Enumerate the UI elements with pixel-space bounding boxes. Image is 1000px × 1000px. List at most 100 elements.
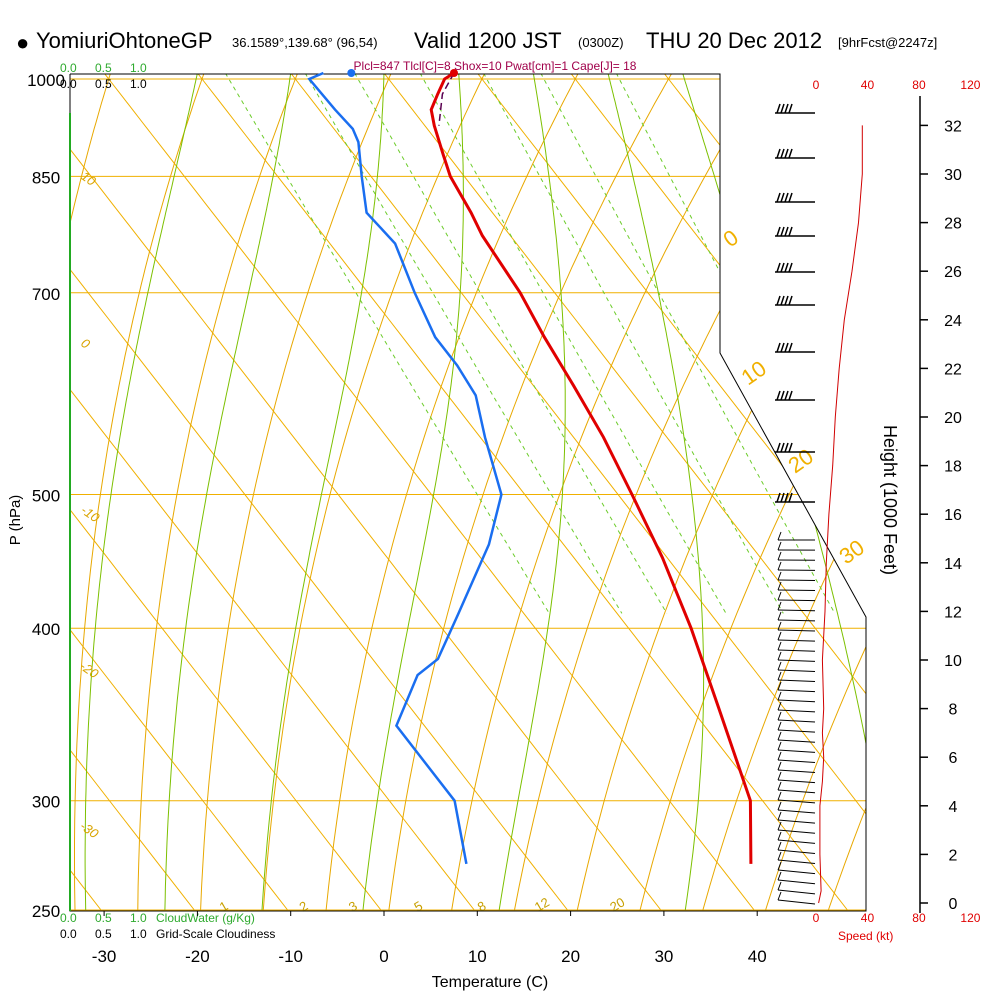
wind-barb-flag	[777, 651, 782, 661]
height-tick-label: 6	[949, 750, 958, 767]
mixing-ratio-line	[224, 74, 550, 614]
wind-barb	[777, 609, 816, 612]
height-tick-label: 26	[944, 264, 962, 281]
speed-panel: 0246810121416182022242628303200404080801…	[813, 78, 981, 925]
wind-barb-flag	[784, 148, 789, 159]
isotherm-line	[290, 74, 866, 911]
dry-adiabat-line	[447, 74, 766, 911]
pressure-tick-label: 500	[32, 486, 60, 505]
wind-barb-flag	[777, 661, 782, 671]
wind-barb-flag	[780, 442, 785, 453]
cloud-water-top-tick-0: 0.0	[60, 61, 77, 75]
wind-barb-flag	[777, 851, 782, 861]
cloudiness-top-tick-1: 0.5	[95, 77, 112, 91]
temperature-tick-label: 40	[748, 947, 767, 966]
wind-barb-flag	[777, 741, 782, 751]
wind-barb-flag	[777, 881, 782, 891]
height-tick-label: 30	[944, 167, 962, 184]
wind-barb-flag	[784, 103, 789, 114]
wind-barb-flag	[777, 691, 782, 701]
wind-barb-flag	[788, 295, 793, 306]
wind-barb-flag	[777, 731, 782, 741]
dry-adiabat-line	[385, 74, 673, 911]
isotherm-line	[756, 74, 866, 911]
wind-barb-flag	[788, 390, 793, 401]
wind-barb-flag	[777, 631, 782, 641]
wind-barb-flag	[788, 492, 793, 503]
height-tick-label: 20	[944, 410, 962, 427]
wind-barb-flag	[788, 342, 793, 353]
wind-barb-flag	[777, 781, 782, 791]
height-tick-label: 10	[944, 653, 962, 670]
wind-barb-flag	[776, 295, 781, 306]
isotherm-line	[103, 74, 755, 911]
wind-barb-flag	[776, 103, 781, 114]
parcel-profile	[438, 72, 455, 126]
wind-barb	[777, 779, 816, 784]
isotherm-line	[70, 74, 195, 911]
wind-barb	[777, 599, 816, 602]
isotherm-line	[70, 74, 568, 911]
wind-barb-flag	[780, 390, 785, 401]
pressure-tick-label: 850	[32, 168, 60, 187]
wind-barb-flag	[780, 103, 785, 114]
wind-barb	[777, 829, 816, 834]
pressure-tick-label: 250	[32, 902, 60, 921]
cloud-water-bottom-tick-2: 1.0	[130, 911, 147, 925]
wind-barb-flag	[784, 262, 789, 273]
dry-adiabat-line	[323, 74, 579, 911]
cloudiness-bottom-tick-0: 0.0	[60, 927, 77, 941]
isotherm-line	[570, 74, 866, 911]
wind-barb	[777, 879, 816, 885]
wind-barb-flag	[780, 342, 785, 353]
height-tick-label: 22	[944, 361, 962, 378]
wind-barbs	[775, 103, 816, 905]
dewpoint-profile	[307, 71, 503, 865]
dry-adiabat-line	[261, 74, 486, 911]
wind-barb-flag	[777, 551, 782, 561]
wind-barb-flag	[777, 621, 782, 631]
mixing-ratio-label: 2	[297, 898, 311, 915]
stability-indices: Plcl=847 Tlcl[C]=8 Shox=10 Pwat[cm]=1 Ca…	[354, 59, 637, 73]
mixing-ratio-line	[419, 74, 727, 614]
wind-barb	[777, 799, 816, 804]
wind-speed-profile	[818, 125, 863, 904]
wind-barb	[777, 669, 816, 672]
wind-barb-flag	[777, 611, 782, 621]
wind-barb	[777, 699, 816, 703]
wind-barb-flag	[777, 801, 782, 811]
wind-barb	[777, 839, 816, 844]
wind-barb-flag	[788, 442, 793, 453]
station-coords: 36.1589°,139.68° (96,54)	[232, 35, 378, 50]
isotherm-line	[476, 74, 866, 911]
wind-barb-flag	[777, 711, 782, 721]
dry-adiabat-line	[819, 74, 866, 911]
wind-barb-flag	[777, 761, 782, 771]
wind-barb	[777, 619, 816, 622]
speed-top-tick-label: 0	[813, 78, 820, 92]
isotherm-line	[850, 74, 866, 911]
station-name: YomiuriOhtoneGP	[36, 28, 213, 53]
pressure-tick-label: 1000	[27, 71, 65, 90]
wind-barb-flag	[776, 226, 781, 237]
mixing-ratio-label: 12	[532, 894, 552, 914]
cloud-water-top-tick-1: 0.5	[95, 61, 112, 75]
height-tick-label: 8	[949, 702, 958, 719]
temperature-profile	[429, 71, 753, 864]
forecast-label: [9hrFcst@2247z]	[838, 35, 938, 50]
wind-barb-flag	[777, 821, 782, 831]
height-tick-label: 4	[949, 799, 958, 816]
wind-barb	[777, 709, 816, 713]
wind-barb-flag	[776, 262, 781, 273]
height-tick-label: 14	[944, 556, 962, 573]
wind-barb	[777, 819, 816, 824]
wind-barb-flag	[780, 492, 785, 503]
isotherm-line	[70, 74, 382, 911]
cloudiness-top-tick-0: 0.0	[60, 77, 77, 91]
wind-barb-flag	[776, 342, 781, 353]
wind-barb-flag	[776, 148, 781, 159]
mixing-ratio-label: 8	[475, 898, 489, 915]
speed-bottom-tick-label: 120	[960, 911, 980, 925]
wind-barb-flag	[780, 262, 785, 273]
